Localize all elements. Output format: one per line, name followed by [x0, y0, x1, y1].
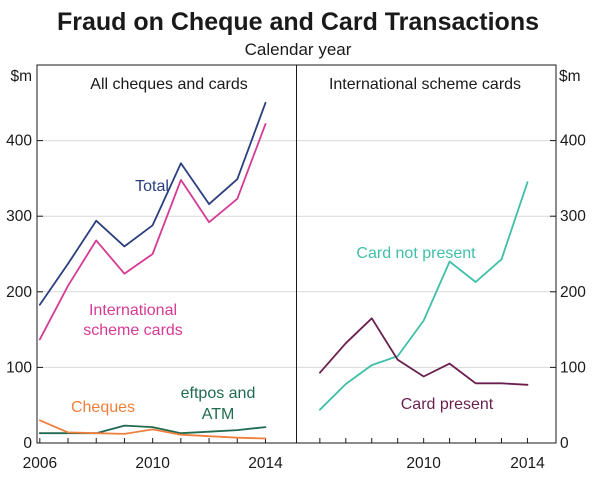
panel-title-left: All cheques and cards: [90, 76, 247, 93]
label-total: Total: [135, 178, 169, 195]
series-line-total: [38, 101, 267, 306]
y-tick-label-left-300: 300: [6, 208, 32, 225]
series-line-international-scheme-cards: [38, 123, 267, 341]
y-tick-label-right-0: 0: [560, 435, 569, 452]
x-tick-label-left-2006: 2006: [23, 455, 57, 472]
series-line-card-present: [318, 317, 529, 386]
label-card-present: Card present: [401, 396, 494, 413]
label-eftpos-line1: eftpos and: [181, 385, 256, 402]
label-international-line2: scheme cards: [83, 322, 183, 339]
y-tick-label-right-200: 200: [560, 284, 586, 301]
y-tick-label-left-0: 0: [23, 435, 32, 452]
y-tick-label-right-400: 400: [560, 133, 586, 150]
x-tick-label-left-2010: 2010: [135, 455, 170, 472]
label-cheques: Cheques: [71, 399, 135, 416]
y-tick-label-right-300: 300: [560, 208, 586, 225]
y-tick-label-left-400: 400: [6, 133, 32, 150]
label-eftpos-line2: ATM: [202, 406, 235, 423]
y-unit-left: $m: [10, 68, 32, 85]
panel-title-right: International scheme cards: [329, 76, 521, 93]
label-international-line1: International: [89, 302, 177, 319]
axes: 0 100 200 300 400 2006 2010 2014 0 100 200 300 400 20…: [6, 133, 586, 472]
x-tick-label-right-2010: 2010: [406, 455, 441, 472]
y-unit-right: $m: [559, 68, 581, 85]
x-tick-label-right-2014: 2014: [510, 455, 545, 472]
series-line-cheques: [38, 419, 267, 440]
series-line-card-not-present: [318, 181, 529, 411]
chart-subtitle: Calendar year: [245, 40, 352, 59]
label-card-not-present: Card not present: [356, 245, 476, 262]
y-tick-label-left-200: 200: [6, 284, 32, 301]
chart-title: Fraud on Cheque and Card Transactions: [57, 8, 539, 36]
x-tick-label-left-2014: 2014: [248, 455, 283, 472]
series-lines: [38, 101, 529, 440]
y-tick-label-left-100: 100: [6, 359, 32, 376]
y-tick-label-right-100: 100: [560, 359, 586, 376]
